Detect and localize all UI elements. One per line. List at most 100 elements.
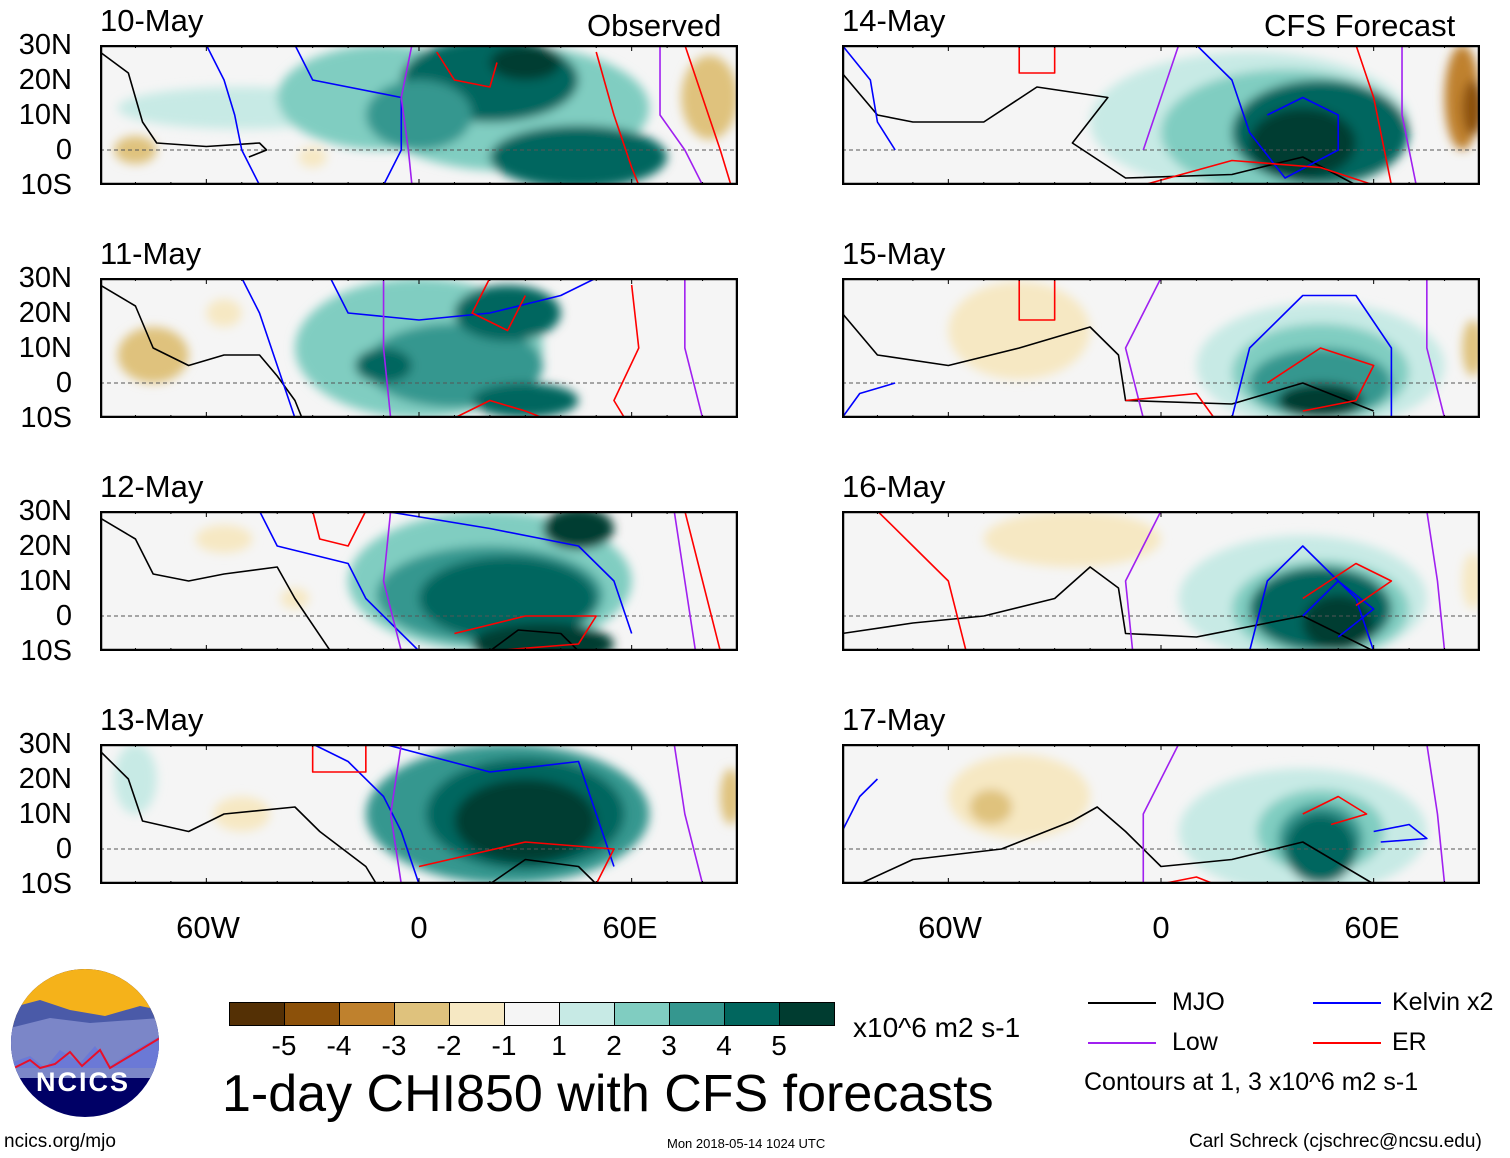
contour-kelvin [205, 45, 261, 185]
chi-anomaly-region [983, 511, 1161, 567]
contour-er [454, 399, 544, 418]
map-panel-12-May [100, 511, 738, 651]
contour-low [1142, 45, 1180, 151]
contour-kelvin [1373, 823, 1428, 843]
lat-label: 0 [55, 367, 72, 399]
contour-low [389, 744, 403, 884]
contour-mjo [842, 312, 1374, 412]
legend-er-label: ER [1392, 1028, 1427, 1056]
legend-mjo-line [1088, 1002, 1156, 1004]
chi-anomaly-region [454, 285, 561, 341]
colorbar-label: -5 [271, 1030, 297, 1061]
contour-mjo [859, 806, 1375, 884]
contour-low [400, 45, 413, 185]
contour-kelvin [258, 511, 420, 651]
lat-label: 20N [18, 64, 72, 96]
contour-mjo [100, 284, 303, 418]
contour-kelvin [1302, 580, 1375, 638]
contour-kelvin [383, 744, 615, 867]
lat-label: 30N [18, 262, 72, 294]
chi-anomaly-region [213, 796, 271, 832]
contour-er [613, 284, 640, 418]
chi-anomaly-region [365, 80, 473, 150]
contour-low [673, 511, 697, 651]
colorbar-label: 2 [606, 1030, 622, 1061]
lat-label: 10S [20, 169, 72, 201]
contour-er [471, 278, 527, 332]
contour-er [1018, 45, 1056, 74]
chi-anomaly-region [1462, 320, 1480, 376]
chi-anomaly-region [1277, 383, 1364, 418]
contour-kelvin [383, 511, 633, 634]
chi-anomaly-region [117, 327, 189, 383]
colorbar-label: 3 [661, 1030, 677, 1061]
legend-low-line [1088, 1042, 1156, 1044]
lat-label: 10N [18, 798, 72, 830]
lon-label-left-60e: 60E [602, 910, 658, 945]
colorbar-swatch [339, 1002, 395, 1026]
colorbar-swatch [449, 1002, 505, 1026]
panel-date-title: 15-May [842, 236, 946, 271]
contour-low [684, 278, 704, 418]
lat-label: 20N [18, 297, 72, 329]
panel-date-title: 12-May [100, 469, 204, 504]
chi-anomaly-region [1302, 595, 1374, 651]
contour-mjo [842, 72, 1357, 185]
lon-label-right-0: 0 [1152, 910, 1170, 945]
contour-mjo [489, 629, 580, 651]
colorbar-label: -3 [381, 1030, 407, 1061]
logo-text: NCICS [36, 1067, 131, 1097]
legend-mjo-label: MJO [1172, 988, 1225, 1016]
contour-kelvin [842, 45, 896, 151]
colorbar-label: -1 [491, 1030, 517, 1061]
map-panel-11-May [100, 278, 738, 418]
contour-mjo [489, 858, 597, 884]
map-panel-17-May [842, 744, 1480, 884]
lat-label: 10N [18, 99, 72, 131]
lat-label: 10N [18, 332, 72, 364]
map-panel-10-May [100, 45, 738, 185]
lat-label: 30N [18, 495, 72, 527]
chi-anomaly-region [206, 299, 242, 327]
lon-label-right-60e: 60E [1344, 910, 1400, 945]
contour-er [876, 511, 967, 651]
chi-anomaly-region [298, 146, 327, 168]
contour-kelvin [1231, 294, 1393, 418]
legend-kelvin-line [1313, 1002, 1381, 1004]
ncics-logo [11, 969, 159, 1117]
contour-mjo [842, 566, 1375, 651]
footer-timestamp: Mon 2018-05-14 1024 UTC [667, 1136, 826, 1151]
colorbar-swatch [559, 1002, 615, 1026]
colorbar-swatch [229, 1002, 285, 1026]
chi-anomaly-region [543, 511, 614, 550]
colorbar-swatch [724, 1002, 780, 1026]
chi-anomaly-region [1462, 553, 1480, 609]
lat-label: 0 [55, 600, 72, 632]
contour-low [659, 45, 704, 185]
map-panel-13-May [100, 744, 738, 884]
legend-er-line [1313, 1042, 1381, 1044]
colorbar-swatch [284, 1002, 340, 1026]
lon-label-left-60w: 60W [176, 910, 240, 945]
lat-label: 10S [20, 868, 72, 900]
chi-anomaly-region [969, 789, 1013, 825]
contour-er [454, 615, 598, 651]
contour-mjo [100, 517, 332, 651]
contour-er [684, 511, 722, 651]
contour-mjo [100, 750, 378, 884]
lat-label: 0 [55, 134, 72, 166]
panel-date-title: 11-May [100, 236, 202, 271]
contour-er [1302, 795, 1368, 826]
lat-label: 10N [18, 565, 72, 597]
contour-er [1160, 876, 1215, 884]
chi-anomaly-region [454, 779, 597, 863]
contour-low [1124, 278, 1162, 418]
colorbar-units: x10^6 m2 s-1 [853, 1012, 1021, 1043]
contour-low [1426, 278, 1446, 418]
footer-url[interactable]: ncics.org/mjo [4, 1131, 116, 1152]
lat-label: 20N [18, 763, 72, 795]
contour-er [1266, 347, 1375, 412]
contour-er [418, 841, 615, 884]
lat-label: 30N [18, 29, 72, 61]
